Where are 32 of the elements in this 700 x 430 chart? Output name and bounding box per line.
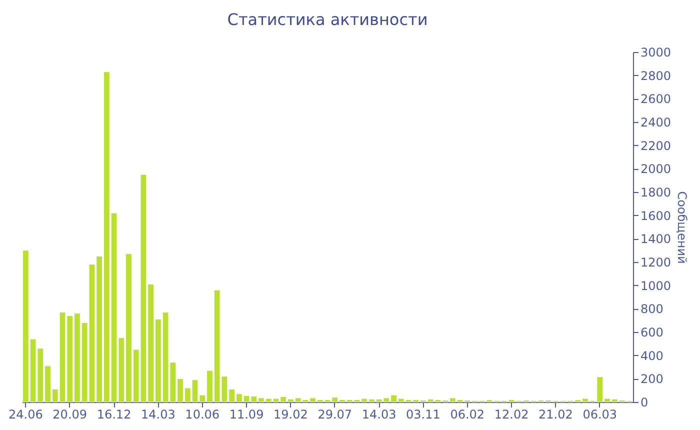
y-tick-label: 1800 (640, 186, 672, 200)
x-tick-label: 06.03 (582, 408, 618, 422)
x-tick-label: 03.11 (406, 408, 440, 422)
y-tick-label: 1200 (640, 256, 672, 270)
x-tick-label: 16.12 (96, 408, 132, 422)
x-tick-label: 20.09 (52, 408, 88, 422)
y-axis-title: Сообщений (675, 191, 690, 264)
y-tick-label: 3000 (640, 46, 672, 60)
x-tick-label: 14.03 (362, 408, 396, 422)
y-tick-label: 1400 (640, 232, 672, 246)
y-tick-label: 400 (640, 348, 664, 363)
x-tick-label: 21.02 (538, 408, 573, 422)
x-tick-label: 29.07 (318, 408, 352, 422)
y-tick-label: 2600 (640, 92, 672, 106)
y-tick-label: 2800 (640, 68, 672, 83)
y-tick-label: 2200 (640, 138, 672, 153)
x-tick-label: 24.06 (8, 408, 43, 422)
x-tick-label: 06.02 (450, 408, 485, 422)
y-tick-label: 2000 (640, 162, 672, 176)
y-tick-label: 2400 (640, 116, 672, 130)
chart-title: Статистика активности (227, 10, 428, 29)
y-tick-label: 1000 (640, 278, 672, 293)
x-tick-label: 11.09 (229, 408, 264, 422)
x-tick-label: 14.03 (141, 408, 176, 422)
x-tick-label: 10.06 (185, 408, 220, 422)
y-tick-label: 1600 (640, 208, 672, 223)
y-tick-label: 600 (640, 326, 664, 340)
y-tick-label: 800 (640, 302, 664, 316)
x-tick-label: 19.02 (274, 408, 308, 422)
x-tick-label: 12.02 (494, 408, 529, 422)
y-tick-label: 200 (640, 372, 664, 386)
y-tick-label: 0 (640, 396, 648, 410)
